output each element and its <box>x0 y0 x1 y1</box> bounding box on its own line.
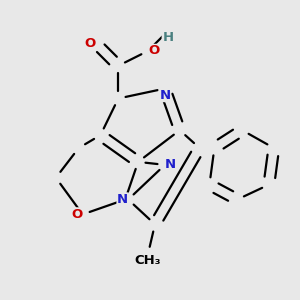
Text: N: N <box>165 158 176 171</box>
Text: O: O <box>71 208 82 221</box>
Text: N: N <box>117 193 128 206</box>
Text: CH₃: CH₃ <box>135 254 161 267</box>
Text: N: N <box>159 88 170 102</box>
Text: O: O <box>148 44 159 57</box>
Text: O: O <box>84 37 95 50</box>
Text: H: H <box>162 31 173 44</box>
